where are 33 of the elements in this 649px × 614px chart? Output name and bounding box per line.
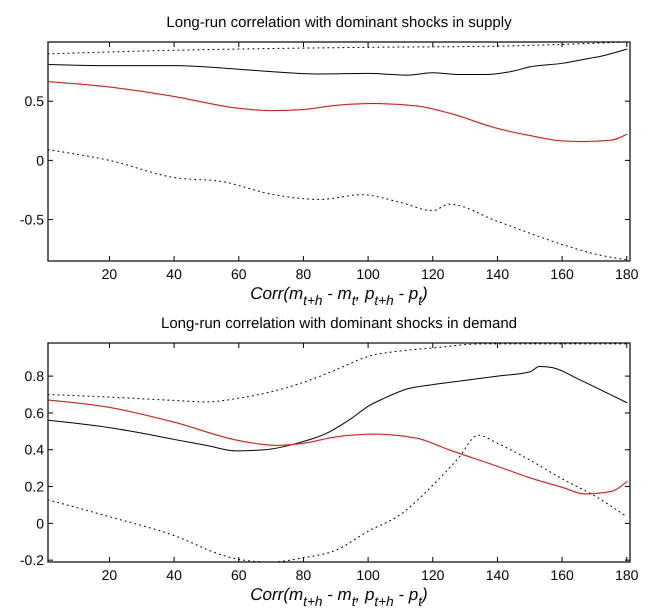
y-tick-label: -0.2 xyxy=(20,552,44,568)
y-tick-label: 0.2 xyxy=(24,478,44,495)
y-tick-label: 0.4 xyxy=(24,442,44,458)
x-tick-label: 40 xyxy=(166,567,182,583)
y-tick-label: 0 xyxy=(36,152,44,168)
x-tick-label: 80 xyxy=(296,567,312,583)
chart-title: Long-run correlation with dominant shocks in demand xyxy=(160,315,518,332)
x-tick-label: 120 xyxy=(421,266,445,282)
y-tick-label: 0 xyxy=(36,515,44,532)
x-tick-label: 140 xyxy=(486,567,510,583)
x-tick-label: 40 xyxy=(166,266,182,282)
line-series xyxy=(48,81,628,142)
x-tick-label: 160 xyxy=(550,567,574,583)
x-tick-label: 80 xyxy=(296,266,312,282)
y-tick-label: 0.6 xyxy=(24,404,44,421)
x-tick-label: 180 xyxy=(615,266,639,282)
x-tick-label: 20 xyxy=(102,266,118,282)
x-tick-label: 180 xyxy=(615,567,639,583)
x-tick-label: 60 xyxy=(230,567,247,583)
x-tick-label: 20 xyxy=(102,567,118,583)
y-tick-label: 0.5 xyxy=(24,93,44,110)
text: Corr(m$_{t+h}$ - m$_{t}$, p$_{t+h}$ - p$_{t}$) xyxy=(250,284,428,308)
line-series xyxy=(48,400,628,494)
x-tick-label: 140 xyxy=(486,266,510,282)
x-tick-label: 100 xyxy=(356,567,380,583)
y-tick-label: 0.8 xyxy=(24,368,44,384)
x-tick-label: 60 xyxy=(230,266,247,282)
x-tick-label: 100 xyxy=(356,266,380,282)
x-tick-label: 160 xyxy=(550,266,574,282)
text: Corr(m$_{t+h}$ - m$_{t}$, p$_{t+h}$ - p$_{t}$) xyxy=(250,585,428,610)
y-tick-label: -0.5 xyxy=(20,212,44,228)
x-tick-label: 120 xyxy=(421,567,445,583)
chart-title: Long-run correlation with dominant shocks in supply xyxy=(166,14,512,31)
